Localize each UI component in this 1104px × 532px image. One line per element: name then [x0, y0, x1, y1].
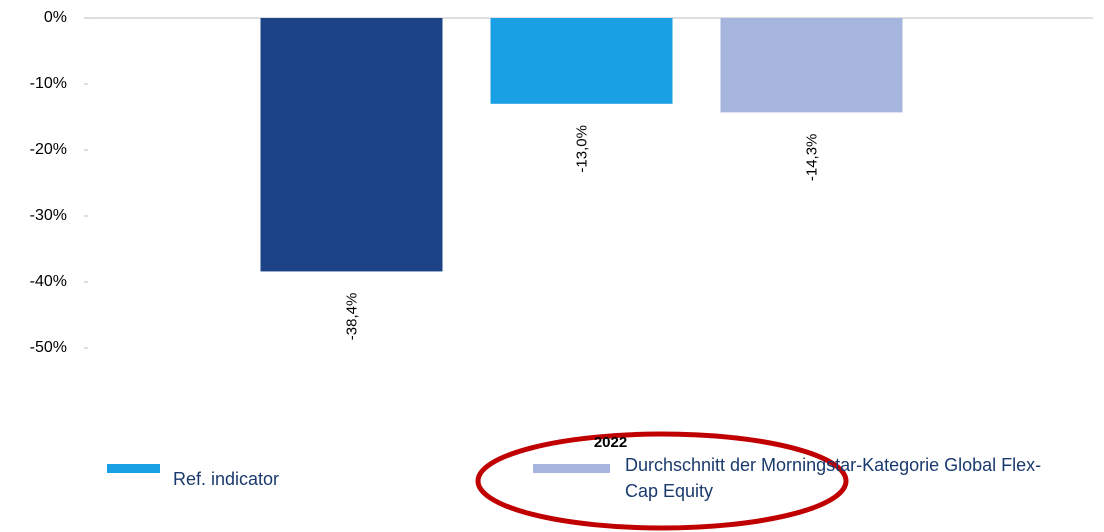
data-label: -13,0% [573, 125, 590, 173]
y-tick-label: -30% [30, 207, 67, 224]
bar [720, 18, 903, 113]
y-tick-label: 0% [44, 9, 67, 26]
y-tick-label: -50% [30, 339, 67, 356]
data-label: -14,3% [803, 134, 820, 182]
y-tick-label: -20% [30, 141, 67, 158]
legend-label: Ref. indicator [173, 469, 280, 489]
legend-swatch [107, 464, 160, 473]
bar [260, 18, 443, 272]
legend-swatch [533, 464, 610, 473]
y-tick-label: -10% [30, 75, 67, 92]
x-tick-label: 2022 [594, 434, 627, 451]
legend-label: Durchschnitt der Morningstar-Kategorie G… [625, 455, 1042, 501]
bar [490, 18, 673, 104]
highlight-ellipse [475, 431, 849, 531]
data-label: -38,4% [343, 293, 360, 341]
y-tick-label: -40% [30, 273, 67, 290]
